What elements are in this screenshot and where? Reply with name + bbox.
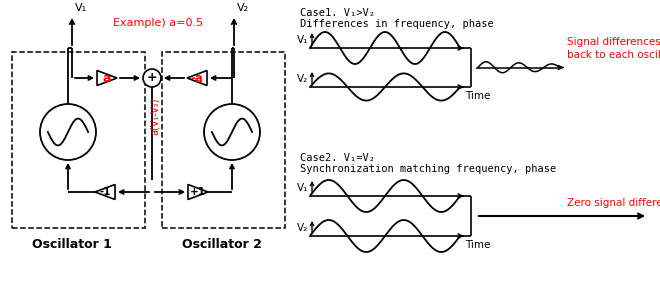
Text: Synchronization matching frequency, phase: Synchronization matching frequency, phas… [300, 164, 556, 174]
Text: V₁: V₁ [296, 183, 308, 193]
Text: Zero signal differences: Zero signal differences [567, 198, 660, 208]
Text: -a: -a [191, 71, 203, 85]
Text: V₂: V₂ [297, 74, 308, 84]
Text: Signal differences fed: Signal differences fed [567, 37, 660, 47]
Text: Oscillator 1: Oscillator 1 [32, 238, 112, 251]
Text: back to each oscillator: back to each oscillator [567, 50, 660, 60]
Bar [12, 52, 145, 228]
Text: V₂: V₂ [237, 3, 249, 13]
Circle shape [143, 69, 161, 87]
Text: Case2. V₁=V₂: Case2. V₁=V₂ [300, 153, 375, 163]
Text: Differences in frequency, phase: Differences in frequency, phase [300, 19, 494, 29]
Text: V₁: V₁ [75, 3, 87, 13]
Text: +: + [147, 71, 157, 84]
Polygon shape [95, 184, 115, 200]
Circle shape [40, 104, 96, 160]
Text: Case1. V₁>V₂: Case1. V₁>V₂ [300, 8, 375, 18]
Bar [162, 52, 285, 228]
Text: V₁: V₁ [296, 35, 308, 45]
Text: Time: Time [465, 240, 490, 250]
Text: Example) a=0.5: Example) a=0.5 [113, 18, 203, 28]
Text: a: a [103, 71, 112, 85]
Circle shape [204, 104, 260, 160]
Polygon shape [188, 184, 208, 200]
Polygon shape [97, 70, 117, 86]
Text: Time: Time [465, 91, 490, 101]
Polygon shape [187, 70, 207, 86]
Text: -1: -1 [99, 187, 111, 197]
Text: V₂: V₂ [297, 223, 308, 233]
Text: +1: +1 [190, 187, 206, 197]
Text: a(V₁-V₂): a(V₁-V₂) [150, 98, 160, 135]
Text: Oscillator 2: Oscillator 2 [182, 238, 262, 251]
